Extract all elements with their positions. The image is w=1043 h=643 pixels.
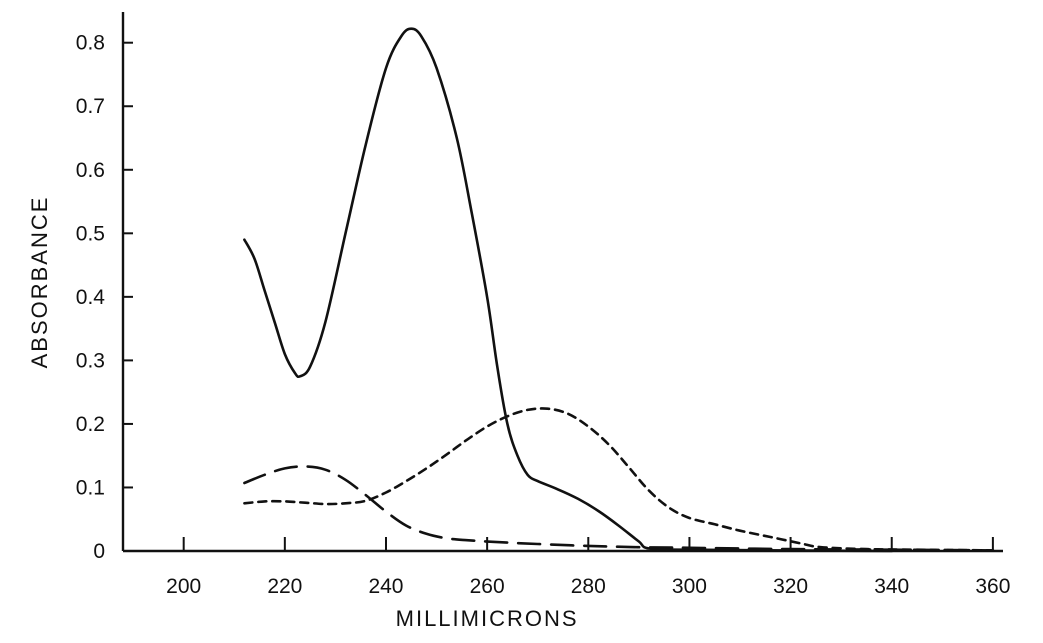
x-tick-label: 300 [672,575,707,598]
y-tick-label: 0.6 [76,159,105,182]
y-tick-label: 0.7 [76,95,105,118]
y-tick-label: 0.4 [76,286,106,309]
y-tick-label: 0.8 [76,32,105,55]
x-tick-label: 340 [874,575,909,598]
x-tick-label: 240 [368,575,403,598]
series-line-solid [243,27,893,553]
y-axis-title: ABSORBANCE [27,196,52,369]
x-tick-label: 220 [267,575,302,598]
y-tick-label: 0.3 [76,349,105,372]
y-tick-label: 0.5 [76,222,105,245]
y-tick-label: 0.1 [76,476,105,499]
axes [121,12,1003,553]
x-tick-label: 200 [166,575,201,598]
series-line-short-dash [243,407,995,552]
x-tick-label: 360 [975,575,1010,598]
x-tick-label: 280 [571,575,606,598]
x-ticks: 200 220 240 260 280 300 320 340 360 [166,537,1010,598]
x-tick-label: 320 [773,575,808,598]
x-axis-title: MILLIMICRONS [396,606,579,631]
y-tick-label: 0.2 [76,413,105,436]
x-tick-label: 260 [470,575,505,598]
y-ticks: 0 0.1 0.2 0.3 0.4 0.5 0.6 0.7 0.8 [76,32,133,563]
series-line-long-dash [243,465,995,552]
series-layer [243,27,995,553]
y-tick-label: 0 [93,540,105,563]
